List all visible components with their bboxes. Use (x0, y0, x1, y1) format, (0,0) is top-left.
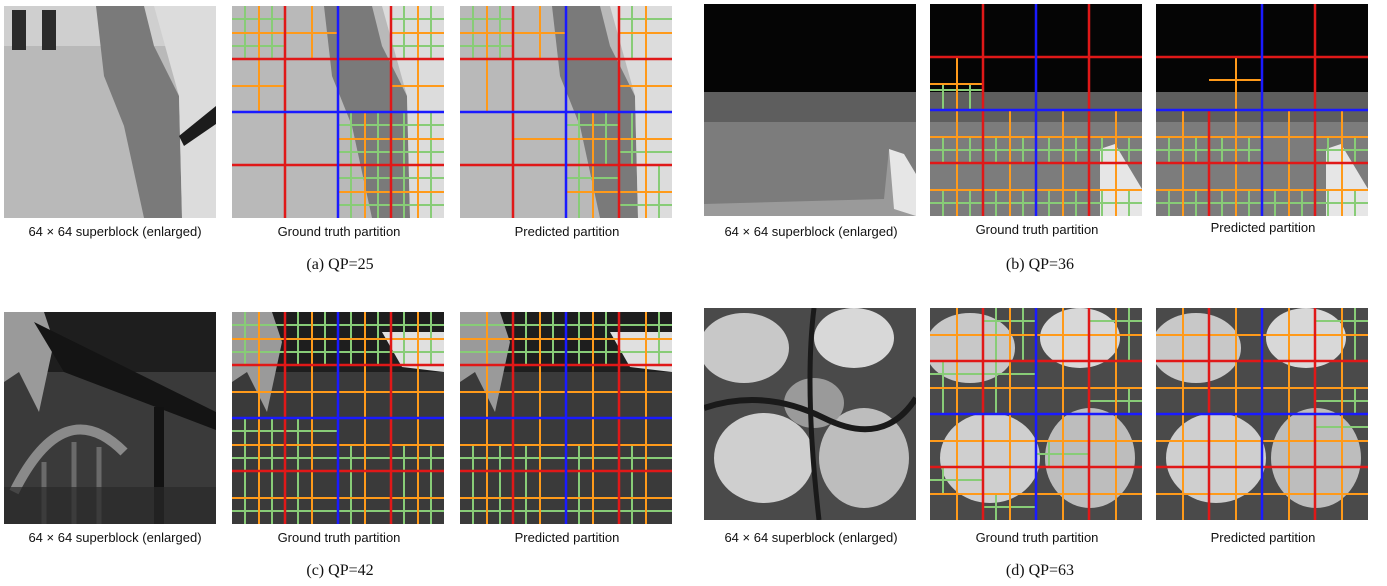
image-label: Ground truth partition (277, 530, 401, 545)
image-label: 64 × 64 superblock (enlarged) (28, 224, 202, 239)
predicted-partition-image (460, 6, 672, 218)
image-label: Predicted partition (1210, 530, 1316, 545)
ground-truth-partition-image (930, 4, 1142, 216)
image-label: Predicted partition (514, 224, 620, 239)
image-label: Predicted partition (514, 530, 620, 545)
image-label: 64 × 64 superblock (enlarged) (724, 224, 898, 239)
image-label: 64 × 64 superblock (enlarged) (28, 530, 202, 545)
image-label: 64 × 64 superblock (enlarged) (724, 530, 898, 545)
superblock-image (704, 4, 916, 216)
superblock-image (704, 308, 916, 520)
ground-truth-partition-image (930, 308, 1142, 520)
image-label: Predicted partition (1210, 220, 1316, 235)
image-label: Ground truth partition (975, 530, 1099, 545)
subfigure-caption: (a) QP=25 (306, 256, 374, 273)
ground-truth-partition-image (232, 6, 444, 218)
superblock-image (4, 6, 216, 218)
predicted-partition-image (1156, 308, 1368, 520)
superblock-image (4, 312, 216, 524)
subfigure-caption: (c) QP=42 (306, 562, 374, 579)
subfigure-caption: (d) QP=63 (1005, 562, 1075, 579)
image-label: Ground truth partition (975, 222, 1099, 237)
predicted-partition-image (1156, 4, 1368, 216)
subfigure-caption: (b) QP=36 (1005, 256, 1075, 273)
ground-truth-partition-image (232, 312, 444, 524)
image-label: Ground truth partition (277, 224, 401, 239)
predicted-partition-image (460, 312, 672, 524)
